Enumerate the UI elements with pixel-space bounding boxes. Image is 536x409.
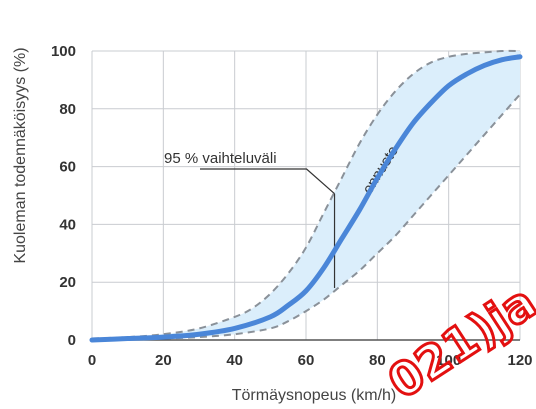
y-tick-label-0: 0 (68, 332, 76, 349)
interval-label: 95 % vaihteluväli (164, 150, 277, 167)
interval-lower-line (91, 93, 521, 341)
tick-labels: 0 20 40 60 80 100 120 0 20 40 60 80 100 (51, 43, 533, 369)
y-tick-label-60: 60 (59, 159, 76, 176)
y-tick-label-20: 20 (59, 274, 76, 291)
interval-leader-line (200, 168, 335, 195)
y-tick-label-100: 100 (51, 43, 76, 60)
forecast-line (89, 54, 523, 343)
x-tick-label-0: 0 (88, 352, 96, 369)
x-tick-label-60: 60 (298, 352, 315, 369)
x-tick-label-100: 100 (436, 352, 461, 369)
x-tick-label-20: 20 (155, 352, 172, 369)
interval-lines (91, 49, 521, 341)
x-tick-label-80: 80 (369, 352, 386, 369)
interval-upper-line (91, 49, 521, 340)
x-tick-label-120: 120 (507, 352, 532, 369)
x-axis-title: Törmäysnopeus (km/h) (232, 387, 397, 404)
y-axis-title: Kuoleman todennäköisyys (%) (12, 47, 29, 263)
x-tick-label-40: 40 (226, 352, 243, 369)
watermark: 021)ja (379, 275, 536, 409)
y-tick-label-40: 40 (59, 216, 76, 233)
y-tick-label-80: 80 (59, 101, 76, 118)
